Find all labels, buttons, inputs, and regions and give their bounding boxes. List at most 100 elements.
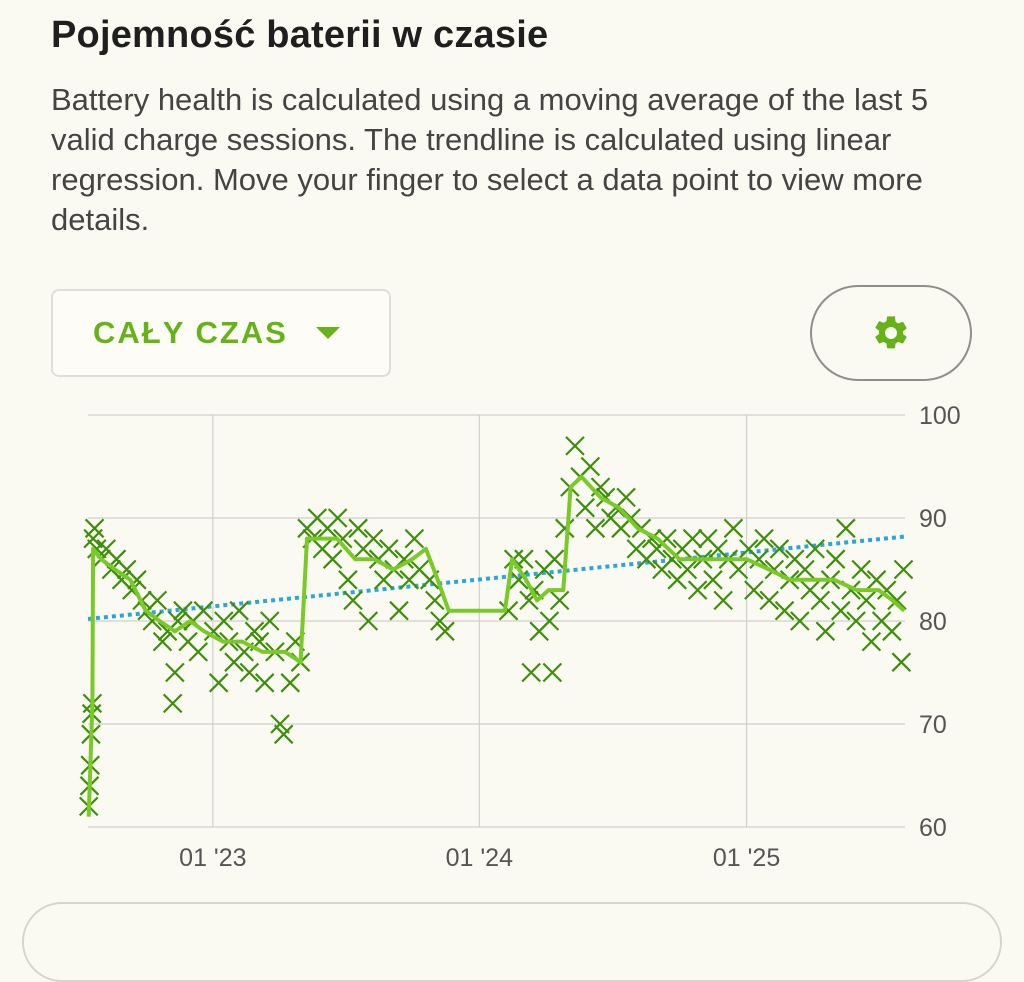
data-point	[280, 673, 301, 693]
data-point	[165, 662, 185, 683]
data-point	[379, 539, 399, 559]
data-point	[152, 631, 173, 652]
y-tick-label: 60	[919, 814, 947, 842]
data-point	[882, 621, 902, 642]
data-point	[810, 590, 831, 611]
data-point	[229, 600, 249, 621]
data-point	[508, 570, 529, 590]
y-tick-label: 100	[919, 402, 961, 430]
data-point	[84, 518, 105, 539]
data-point	[687, 580, 708, 600]
data-point	[713, 590, 733, 611]
data-point	[774, 600, 795, 621]
data-point	[754, 528, 774, 549]
y-tick-label: 70	[919, 711, 947, 739]
data-point	[677, 559, 698, 580]
data-point	[836, 518, 856, 539]
data-point	[744, 580, 764, 600]
data-point	[147, 590, 168, 611]
data-point	[539, 611, 560, 631]
gear-icon	[875, 316, 907, 349]
y-tick-label: 90	[919, 505, 947, 533]
data-points	[78, 436, 914, 817]
data-point	[430, 611, 450, 631]
data-point	[214, 611, 234, 631]
data-point	[193, 600, 214, 621]
data-point	[856, 590, 877, 611]
x-tick-label: 01 '23	[179, 844, 246, 872]
moving-average	[86, 474, 906, 817]
data-point	[86, 539, 107, 559]
trendline	[87, 534, 906, 621]
x-tick-label: 01 '25	[713, 844, 780, 872]
data-point	[498, 600, 519, 621]
battery-capacity-chart[interactable]: 100 90 80 70 60 01 '23 01 '24 01 '25	[0, 395, 1024, 890]
data-point	[343, 590, 363, 611]
data-point	[188, 642, 209, 662]
data-point	[327, 508, 348, 528]
data-point	[208, 673, 229, 693]
data-point	[239, 662, 260, 683]
data-point	[270, 714, 290, 734]
data-point	[338, 570, 358, 590]
data-point	[542, 662, 563, 683]
data-point	[254, 673, 275, 693]
data-point	[127, 570, 147, 590]
data-point	[749, 549, 769, 569]
details-card	[22, 902, 1002, 982]
data-point	[616, 487, 636, 508]
page-title: Pojemność baterii w czasie	[51, 14, 549, 56]
data-point	[825, 549, 846, 569]
data-point	[703, 570, 723, 590]
data-point	[893, 559, 914, 580]
moving-average-line	[86, 474, 906, 817]
data-point	[575, 497, 595, 518]
caret-down-icon	[315, 327, 340, 339]
data-point	[322, 549, 343, 569]
data-point	[861, 631, 882, 652]
data-point	[389, 600, 409, 621]
data-point	[585, 518, 606, 539]
period-dropdown-label: CAŁY CZAS	[93, 315, 288, 350]
data-point	[363, 528, 384, 549]
data-point	[554, 518, 575, 539]
data-point	[260, 611, 280, 631]
data-point	[682, 528, 703, 549]
data-point	[790, 611, 810, 631]
data-point	[728, 559, 749, 580]
data-point	[273, 724, 294, 745]
data-point	[887, 590, 907, 611]
data-point	[580, 456, 601, 477]
data-point	[348, 518, 368, 539]
data-point	[769, 539, 790, 559]
data-point	[404, 528, 425, 549]
data-point	[846, 611, 866, 631]
period-dropdown[interactable]: CAŁY CZAS	[51, 289, 391, 377]
data-point	[142, 611, 163, 631]
chart-grid	[88, 414, 905, 828]
trendline-path	[87, 534, 906, 621]
data-point	[795, 559, 815, 580]
data-point	[723, 518, 744, 539]
chart-description: Battery health is calculated using a mov…	[51, 82, 929, 237]
data-point	[805, 539, 825, 559]
data-point	[521, 662, 541, 683]
y-axis-labels: 100 90 80 70 60	[919, 402, 961, 842]
data-point	[358, 611, 379, 631]
data-point	[549, 590, 570, 611]
chart-settings-button[interactable]	[810, 285, 972, 381]
data-point	[162, 693, 183, 714]
x-axis-labels: 01 '23 01 '24 01 '25	[179, 844, 780, 872]
data-point	[333, 528, 353, 549]
data-point	[830, 600, 851, 621]
data-point	[891, 652, 912, 672]
y-tick-label: 80	[919, 608, 947, 636]
data-point	[544, 549, 565, 569]
data-point	[759, 590, 779, 611]
data-point	[815, 621, 836, 642]
data-point	[435, 621, 455, 642]
data-point	[565, 436, 585, 456]
data-point	[851, 559, 871, 580]
data-point	[244, 621, 265, 642]
x-tick-label: 01 '24	[446, 844, 513, 872]
